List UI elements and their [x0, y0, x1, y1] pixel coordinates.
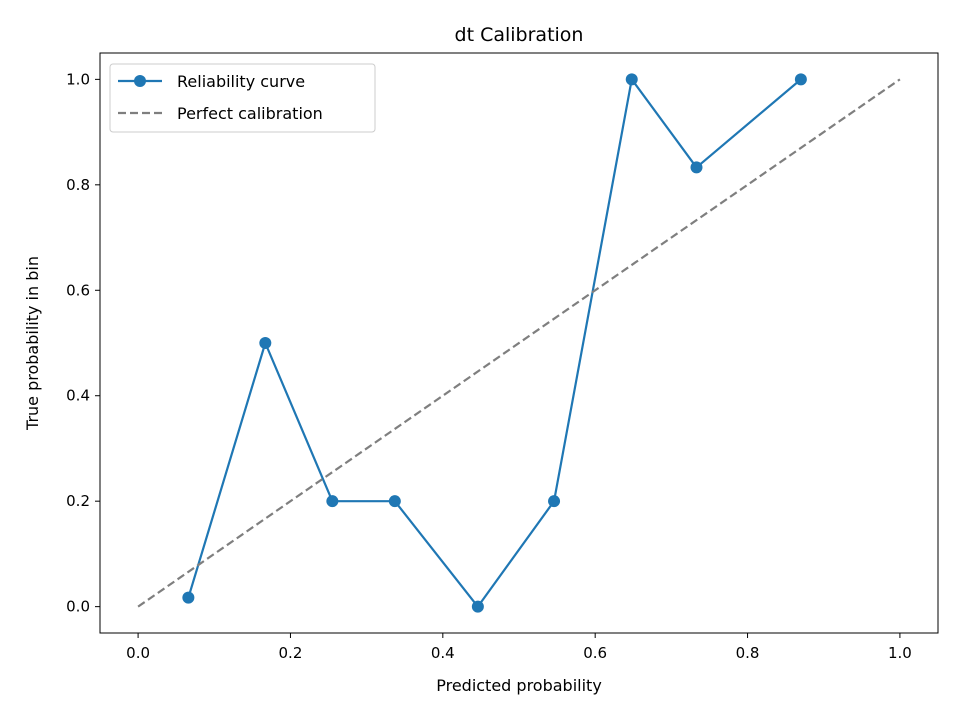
y-tick-label: 1.0 — [66, 70, 90, 88]
x-tick-label: 0.4 — [431, 644, 455, 662]
y-tick-label: 0.6 — [66, 281, 90, 299]
y-tick-label: 0.4 — [66, 387, 90, 405]
reliability-point — [182, 591, 195, 604]
chart-title: dt Calibration — [455, 24, 584, 46]
legend-label-perfect: Perfect calibration — [177, 104, 323, 123]
legend: Reliability curve Perfect calibration — [109, 63, 376, 133]
legend-reliability-marker — [134, 75, 146, 87]
perfect-calibration-line — [137, 78, 901, 608]
y-tick-label: 0.8 — [66, 176, 90, 194]
y-tick-label: 0.2 — [66, 492, 90, 510]
reliability-point — [326, 495, 339, 508]
x-tick-label: 0.8 — [736, 644, 760, 662]
x-tick-label: 0.0 — [126, 644, 150, 662]
plot-frame — [99, 52, 939, 634]
reliability-point — [388, 495, 401, 508]
reliability-point — [794, 73, 807, 86]
reliability-point — [471, 600, 484, 613]
x-axis-title: Predicted probability — [436, 676, 602, 695]
x-tick-label: 0.2 — [279, 644, 303, 662]
legend-label-reliability: Reliability curve — [177, 72, 305, 91]
plot-area: 0.0 0.2 0.4 0.6 0.8 1.0 0.0 0.2 0.4 0.6 0.8 1.0 — [66, 52, 939, 662]
reliability-point — [625, 73, 638, 86]
y-tick-label: 0.0 — [66, 598, 90, 616]
x-tick-label: 0.6 — [583, 644, 607, 662]
legend-box — [109, 63, 376, 133]
reliability-point — [548, 495, 561, 508]
reliability-point — [690, 161, 703, 174]
reliability-point — [259, 337, 272, 349]
x-tick-label: 1.0 — [888, 644, 912, 662]
y-axis-title: True probability in bin — [23, 256, 42, 431]
